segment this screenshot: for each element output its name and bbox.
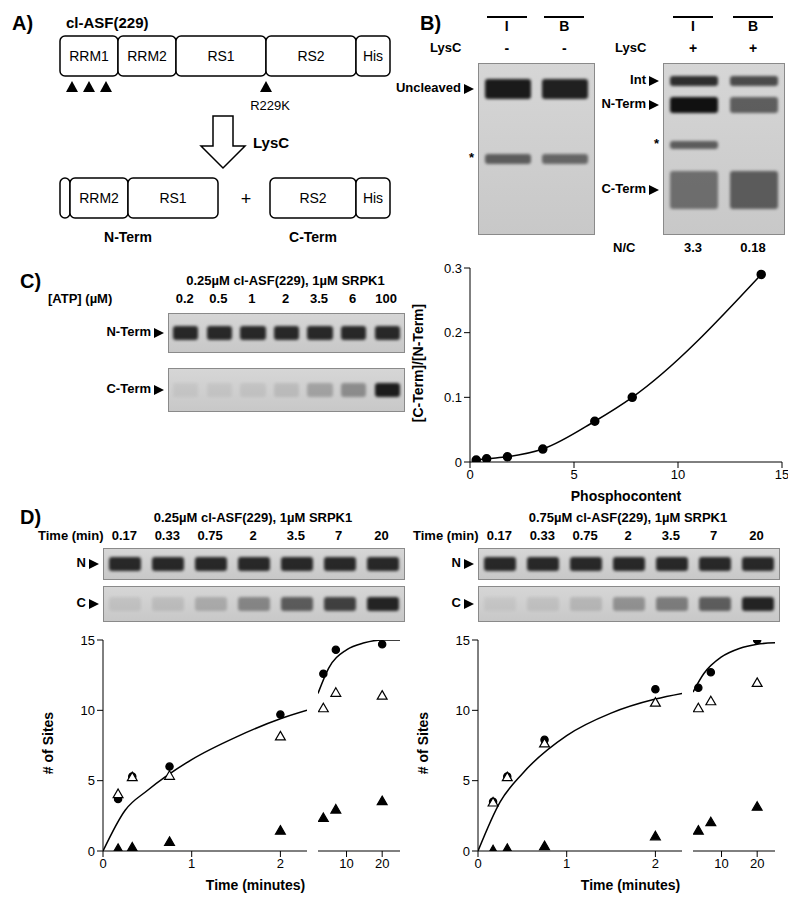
svg-text:His: His bbox=[363, 190, 383, 206]
svg-text:0: 0 bbox=[463, 844, 470, 859]
html-text:3.5: 3.5 bbox=[661, 528, 680, 543]
html-text:20: 20 bbox=[374, 528, 389, 543]
html-text:0.33: 0.33 bbox=[529, 528, 555, 543]
html-text:Phosphocontent: Phosphocontent bbox=[570, 488, 682, 504]
html-text:1: 1 bbox=[248, 291, 256, 306]
svg-text:cl-ASF(229): cl-ASF(229) bbox=[66, 14, 149, 31]
html-text:B): B) bbox=[420, 12, 442, 34]
html-text:B: B bbox=[559, 18, 570, 34]
html-text:Uncleaved: Uncleaved bbox=[396, 80, 461, 95]
html-text:0.17: 0.17 bbox=[111, 528, 138, 543]
html-text:0.33: 0.33 bbox=[154, 528, 180, 543]
html-text:Time (min): Time (min) bbox=[38, 528, 104, 543]
html-text:0.75µM cl-ASF(229), 1µM SRPK1: 0.75µM cl-ASF(229), 1µM SRPK1 bbox=[528, 510, 728, 525]
svg-text:5: 5 bbox=[88, 773, 95, 788]
svg-text:RS2: RS2 bbox=[299, 190, 326, 206]
html-text:C: C bbox=[76, 595, 86, 610]
html-text:I: I bbox=[504, 18, 509, 34]
html-text:# of Sites: # of Sites bbox=[40, 711, 56, 775]
svg-text:2: 2 bbox=[652, 856, 659, 871]
svg-text:5: 5 bbox=[570, 467, 577, 482]
svg-text:RRM2: RRM2 bbox=[127, 48, 167, 64]
svg-text:0: 0 bbox=[455, 455, 462, 470]
svg-text:C-Term: C-Term bbox=[289, 229, 337, 245]
svg-text:1: 1 bbox=[563, 856, 570, 871]
svg-text:0.3: 0.3 bbox=[444, 261, 462, 276]
html-text:2: 2 bbox=[281, 291, 290, 306]
html-text:[ATP] (µM): [ATP] (µM) bbox=[48, 291, 113, 306]
html-text:B: B bbox=[747, 18, 759, 34]
html-text:N: N bbox=[451, 555, 461, 570]
svg-text:0.1: 0.1 bbox=[444, 390, 462, 405]
html-text:0.2: 0.2 bbox=[175, 291, 194, 306]
html-text:LysC: LysC bbox=[615, 40, 647, 55]
svg-text:His: His bbox=[363, 48, 383, 64]
svg-text:RS2: RS2 bbox=[297, 48, 324, 64]
html-text:3.5: 3.5 bbox=[286, 528, 305, 543]
svg-text:RRM1: RRM1 bbox=[69, 48, 109, 64]
html-text:2: 2 bbox=[624, 528, 632, 543]
html-text:20: 20 bbox=[749, 528, 764, 543]
html-text:7: 7 bbox=[710, 528, 718, 543]
html-text:C-Term: C-Term bbox=[106, 381, 151, 396]
html-text:Time (minutes): Time (minutes) bbox=[205, 877, 306, 893]
html-text:N-Term: N-Term bbox=[106, 324, 151, 339]
svg-text:20: 20 bbox=[375, 856, 389, 871]
html-text:I: I bbox=[691, 18, 695, 34]
html-text:100: 100 bbox=[375, 291, 397, 306]
svg-text:10: 10 bbox=[339, 856, 353, 871]
html-text:C-Term: C-Term bbox=[601, 181, 646, 196]
html-text:0.75: 0.75 bbox=[572, 528, 598, 543]
html-text:2: 2 bbox=[249, 528, 257, 543]
svg-text:+: + bbox=[241, 189, 252, 209]
html-text:0.17: 0.17 bbox=[486, 528, 513, 543]
html-text:Time (minutes): Time (minutes) bbox=[580, 877, 681, 893]
html-text:# of Sites: # of Sites bbox=[415, 711, 431, 775]
svg-text:0: 0 bbox=[474, 856, 481, 871]
svg-text:2: 2 bbox=[277, 856, 284, 871]
html-text:6: 6 bbox=[349, 291, 357, 306]
svg-text:RRM2: RRM2 bbox=[79, 190, 119, 206]
html-text:0.75: 0.75 bbox=[197, 528, 223, 543]
svg-text:RS1: RS1 bbox=[207, 48, 234, 64]
html-text:3.5: 3.5 bbox=[310, 291, 329, 306]
html-text:D): D) bbox=[20, 506, 42, 528]
html-text:0.5: 0.5 bbox=[209, 291, 228, 306]
svg-text:15: 15 bbox=[81, 633, 95, 648]
svg-text:15: 15 bbox=[775, 467, 788, 482]
html-text:[C-Term]/[N-Term]: [C-Term]/[N-Term] bbox=[410, 303, 426, 423]
svg-text:0: 0 bbox=[99, 856, 106, 871]
svg-text:N-Term: N-Term bbox=[104, 229, 152, 245]
svg-text:10: 10 bbox=[456, 703, 470, 718]
html-text:0.18: 0.18 bbox=[740, 240, 766, 255]
html-text:Time (min): Time (min) bbox=[413, 528, 479, 543]
svg-text:0.2: 0.2 bbox=[444, 325, 462, 340]
svg-text:10: 10 bbox=[671, 467, 685, 482]
svg-text:10: 10 bbox=[81, 703, 95, 718]
html-text:N: N bbox=[76, 555, 86, 570]
html-text:3.3: 3.3 bbox=[684, 240, 702, 255]
svg-text:RS1: RS1 bbox=[159, 190, 186, 206]
html-text:0.25µM cl-ASF(229), 1µM SRPK1: 0.25µM cl-ASF(229), 1µM SRPK1 bbox=[153, 510, 353, 525]
html-text:C): C) bbox=[20, 270, 42, 292]
html-text:C: C bbox=[451, 595, 461, 610]
svg-text:10: 10 bbox=[714, 856, 728, 871]
svg-text:15: 15 bbox=[456, 633, 470, 648]
html-text:0.25µM cl-ASF(229), 1µM SRPK1: 0.25µM cl-ASF(229), 1µM SRPK1 bbox=[186, 273, 385, 288]
html-text:7: 7 bbox=[335, 528, 343, 543]
svg-text:20: 20 bbox=[750, 856, 764, 871]
svg-text:0: 0 bbox=[466, 467, 473, 482]
html-text:N-Term: N-Term bbox=[601, 96, 646, 111]
svg-text:A): A) bbox=[12, 12, 33, 34]
svg-text:5: 5 bbox=[463, 773, 470, 788]
svg-text:R229K: R229K bbox=[250, 98, 290, 113]
svg-text:1: 1 bbox=[188, 856, 195, 871]
svg-text:0: 0 bbox=[88, 844, 95, 859]
html-text:Int: Int bbox=[630, 72, 646, 87]
html-text:N/C: N/C bbox=[613, 240, 636, 255]
svg-text:LysC: LysC bbox=[253, 134, 289, 151]
html-text:LysC: LysC bbox=[430, 40, 462, 55]
